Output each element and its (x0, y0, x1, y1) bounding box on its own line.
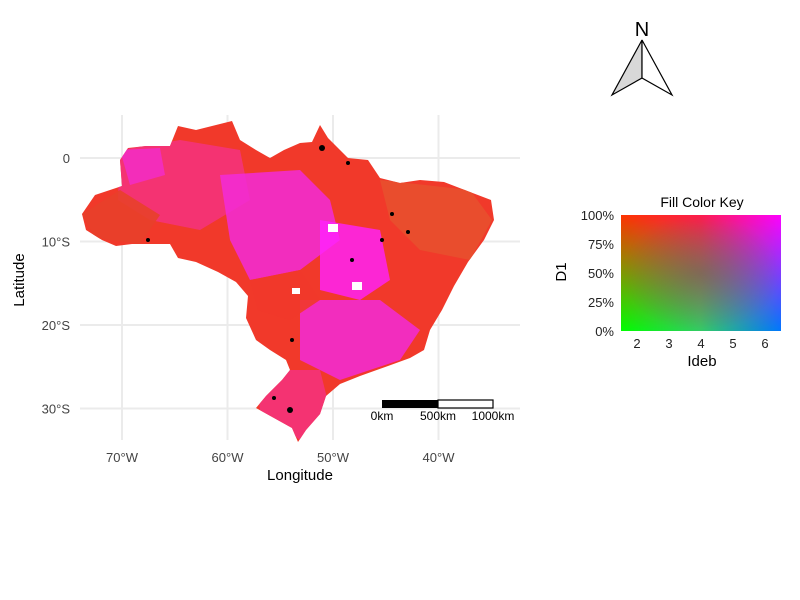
legend-x-title: Ideb (687, 353, 716, 370)
no-data-marker (287, 407, 293, 413)
no-data-marker (290, 338, 294, 342)
legend-x-tick: 5 (729, 336, 736, 351)
region-northwest-magenta (120, 148, 165, 185)
legend-x-tick: 6 (761, 336, 768, 351)
scale-label-1000: 1000km (472, 409, 515, 423)
north-arrow-left-half (610, 39, 643, 97)
lake-gap (328, 224, 338, 232)
x-tick-label: 50°W (317, 450, 350, 465)
scale-bar-segment-white (437, 399, 494, 409)
legend-x-tick: 2 (633, 336, 640, 351)
scale-bar-segment-black (382, 400, 438, 408)
north-label: N (635, 19, 649, 41)
brazil-map (82, 121, 494, 442)
no-data-marker (406, 230, 410, 234)
y-tick-label: 0 (63, 151, 70, 166)
lake-gap (292, 288, 300, 294)
x-tick-label: 70°W (106, 450, 139, 465)
x-axis-ticks: 70°W 60°W 50°W 40°W (106, 450, 455, 465)
region-south-pink (256, 370, 330, 440)
north-arrow-icon: N (610, 19, 674, 97)
region-central-magenta (220, 170, 340, 280)
y-axis-title: Latitude (11, 253, 28, 306)
x-tick-label: 40°W (423, 450, 456, 465)
legend-y-tick: 75% (588, 237, 614, 252)
x-axis-title: Longitude (267, 467, 333, 484)
y-tick-label: 20°S (42, 318, 71, 333)
legend-title: Fill Color Key (660, 194, 743, 210)
legend-x-ticks: 2 3 4 5 6 (633, 336, 768, 351)
no-data-marker (350, 258, 354, 262)
no-data-marker (319, 145, 325, 151)
lake-gap (352, 282, 362, 290)
scale-label-0: 0km (371, 409, 394, 423)
legend-y-tick: 50% (588, 266, 614, 281)
legend-x-tick: 4 (697, 336, 704, 351)
no-data-marker (346, 161, 350, 165)
no-data-marker (390, 212, 394, 216)
north-arrow-right-half (641, 39, 674, 97)
scale-label-500: 500km (420, 409, 456, 423)
legend-y-tick: 0% (595, 324, 614, 339)
y-axis-ticks: 0 10°S 20°S 30°S (42, 151, 71, 417)
scale-bar: 0km 500km 1000km (371, 399, 515, 423)
region-southeast-magenta (300, 300, 420, 380)
fill-color-key: Fill Color Key 2 3 4 5 6 0% 25% 50% 75% 100% Ide… (553, 194, 781, 370)
x-tick-label: 60°W (212, 450, 245, 465)
region-west-red (82, 190, 160, 244)
legend-y-tick: 25% (588, 295, 614, 310)
legend-x-tick: 3 (665, 336, 672, 351)
no-data-marker (146, 238, 150, 242)
no-data-marker (272, 396, 276, 400)
legend-y-ticks: 0% 25% 50% 75% 100% (581, 208, 615, 339)
no-data-marker (380, 238, 384, 242)
region-northeast-orange (380, 180, 492, 260)
y-tick-label: 10°S (42, 235, 71, 250)
region-central-west-magenta (320, 220, 390, 300)
legend-y-tick: 100% (581, 208, 615, 223)
y-tick-label: 30°S (42, 402, 71, 417)
region-midwest-red (250, 270, 320, 320)
legend-gradient-center-shade (621, 215, 781, 331)
legend-y-title: D1 (553, 262, 570, 281)
